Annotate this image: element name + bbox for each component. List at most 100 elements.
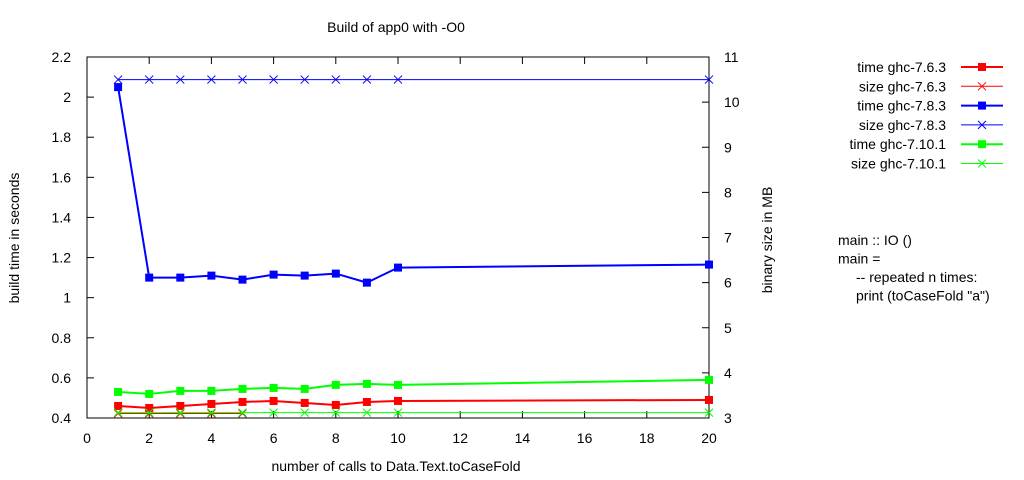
y2-tick-label: 8 (724, 184, 732, 200)
y-tick-label: 0.4 (52, 410, 72, 426)
point-marker-square (394, 263, 402, 272)
legend-label: time ghc-7.10.1 (850, 136, 947, 152)
legend-label: time ghc-7.6.3 (857, 59, 946, 75)
point-marker-x (331, 408, 341, 417)
x-tick-label: 0 (83, 430, 91, 446)
y2-tick-label: 5 (724, 320, 732, 336)
point-marker-square (238, 275, 247, 284)
point-marker-square (362, 278, 371, 287)
y-tick-label: 1.4 (52, 209, 72, 225)
point-marker-square (238, 397, 247, 406)
annotation-line: main = (838, 251, 880, 267)
point-marker-square (705, 375, 713, 384)
x-tick-label: 16 (577, 430, 593, 446)
point-marker-square (300, 398, 309, 407)
legend-item: time ghc-7.8.3 (857, 98, 1003, 114)
series-1 (113, 409, 247, 418)
legend-item: size ghc-7.10.1 (851, 156, 1003, 172)
point-marker-x (393, 408, 403, 417)
point-marker-x (977, 120, 987, 130)
x-tick-label: 12 (452, 430, 468, 446)
y-tick-label: 1.6 (52, 169, 72, 185)
y-tick-label: 1.8 (52, 129, 72, 145)
point-marker-x (331, 75, 341, 84)
point-marker-square (331, 400, 340, 409)
point-marker-x (175, 409, 185, 418)
point-marker-square (207, 386, 216, 395)
point-marker-square (978, 140, 986, 149)
series-2 (114, 83, 713, 287)
point-marker-square (176, 273, 185, 282)
point-marker-square (705, 395, 713, 404)
point-marker-x (362, 75, 372, 84)
series-line (118, 398, 710, 409)
point-marker-square (362, 397, 371, 406)
legend-item: size ghc-7.8.3 (859, 117, 1003, 133)
y2-tick-label: 11 (724, 49, 739, 65)
point-marker-x (144, 75, 154, 84)
y2-tick-label: 6 (724, 275, 732, 291)
legend-label: size ghc-7.6.3 (859, 78, 946, 94)
point-marker-x (704, 75, 714, 84)
y-tick-label: 2.2 (52, 49, 72, 65)
legend-item: time ghc-7.6.3 (857, 59, 1003, 75)
y2-tick-label: 9 (724, 139, 732, 155)
point-marker-square (300, 271, 309, 280)
annotation-line: -- repeated n times: (856, 269, 977, 285)
series-4 (114, 375, 713, 398)
x-tick-label: 4 (208, 430, 216, 446)
legend-item: size ghc-7.6.3 (859, 78, 1003, 94)
y2-tick-label: 7 (724, 230, 732, 246)
series-line (118, 378, 710, 395)
series-0 (114, 395, 713, 412)
legend-label: size ghc-7.8.3 (859, 117, 946, 133)
point-marker-x (238, 409, 247, 418)
point-marker-x (238, 408, 247, 417)
point-marker-square (145, 273, 154, 282)
legend-label: size ghc-7.10.1 (851, 156, 946, 172)
point-marker-square (176, 386, 185, 395)
chart-title: Build of app0 with -O0 (327, 19, 465, 35)
legend-label: time ghc-7.8.3 (857, 98, 946, 114)
y2-tick-label: 4 (724, 365, 732, 381)
point-marker-x (144, 409, 154, 418)
point-marker-square (176, 401, 185, 410)
point-marker-x (269, 75, 278, 84)
point-marker-square (978, 63, 986, 71)
point-marker-x (207, 408, 216, 417)
legend: time ghc-7.6.3 size ghc-7.6.3 time ghc-7.8… (850, 59, 1003, 172)
point-marker-square (269, 270, 278, 279)
x-tick-label: 8 (332, 430, 340, 446)
point-marker-x (207, 409, 216, 418)
point-marker-x (238, 75, 247, 84)
point-marker-square (362, 379, 371, 388)
point-marker-x (269, 408, 278, 417)
y2-tick-label: 10 (724, 94, 740, 110)
y-axis-label: build time in seconds (6, 173, 22, 304)
series-line (117, 86, 710, 284)
point-marker-x (207, 75, 216, 84)
y-tick-label: 0.6 (52, 370, 72, 386)
point-marker-square (331, 380, 340, 389)
point-marker-x (362, 408, 372, 417)
x-tick-label: 14 (515, 430, 531, 446)
point-marker-x (144, 408, 154, 417)
point-marker-square (114, 387, 123, 396)
point-marker-x (175, 408, 185, 417)
point-marker-square (394, 380, 402, 389)
point-marker-square (207, 271, 216, 280)
point-marker-square (145, 403, 154, 412)
point-marker-square (269, 383, 278, 392)
y-tick-label: 0.8 (52, 330, 72, 346)
point-marker-x (704, 408, 714, 417)
point-marker-square (114, 83, 123, 92)
legend-item: time ghc-7.10.1 (850, 136, 1003, 152)
point-marker-x (175, 75, 185, 84)
point-marker-x (977, 159, 987, 168)
point-marker-x (113, 408, 123, 417)
series-5 (113, 408, 714, 417)
point-marker-square (705, 260, 713, 269)
point-marker-square (114, 401, 123, 410)
x-axis-label: number of calls to Data.Text.toCaseFold (271, 458, 520, 474)
